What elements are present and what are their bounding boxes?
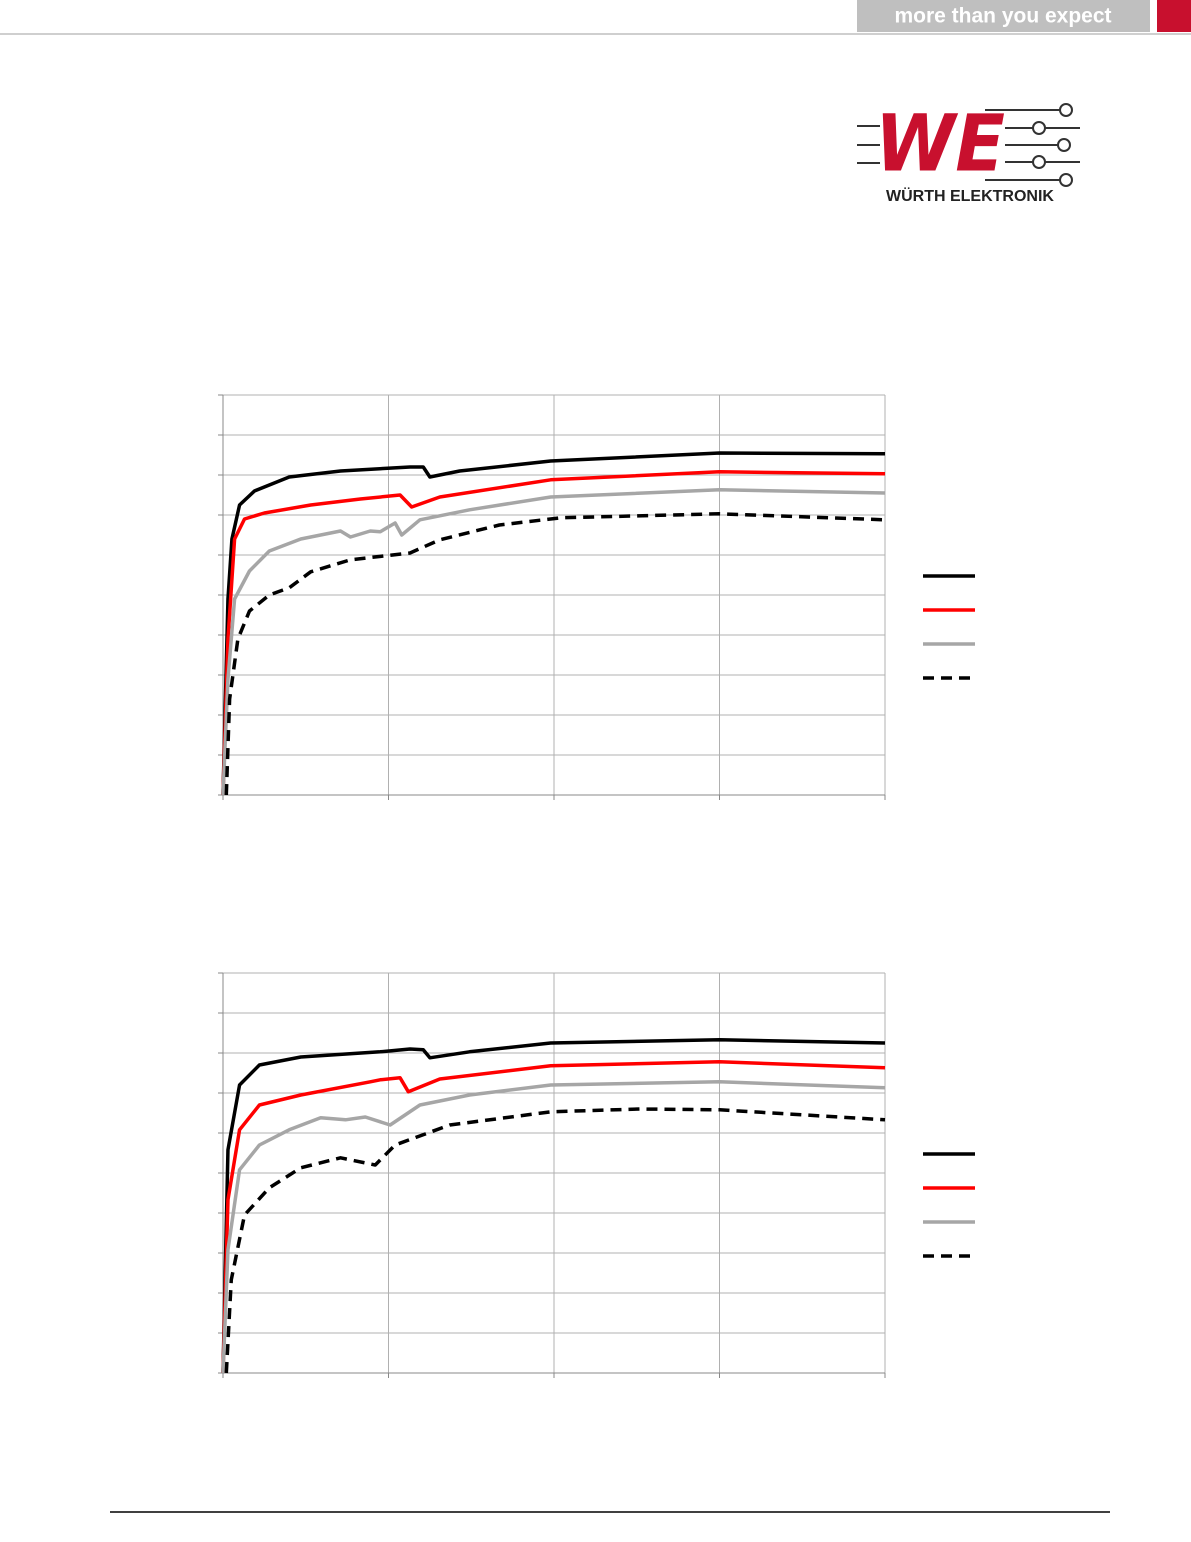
tagline: more than you expect [894, 5, 1111, 28]
logo: WE WÜRTH ELEKTRONIK [857, 99, 1080, 205]
series-line [221, 488, 886, 796]
series-line [221, 451, 886, 796]
series-line [221, 1080, 886, 1374]
series-line [224, 1107, 886, 1374]
series-line [224, 512, 886, 796]
tagline-box [857, 0, 1150, 32]
series-line [221, 1060, 886, 1374]
brand-block [1157, 0, 1191, 32]
series-line [221, 1038, 886, 1374]
logo-text: WÜRTH ELEKTRONIK [886, 186, 1054, 205]
series-line [221, 470, 886, 796]
logo-mark: WE [875, 99, 1005, 189]
